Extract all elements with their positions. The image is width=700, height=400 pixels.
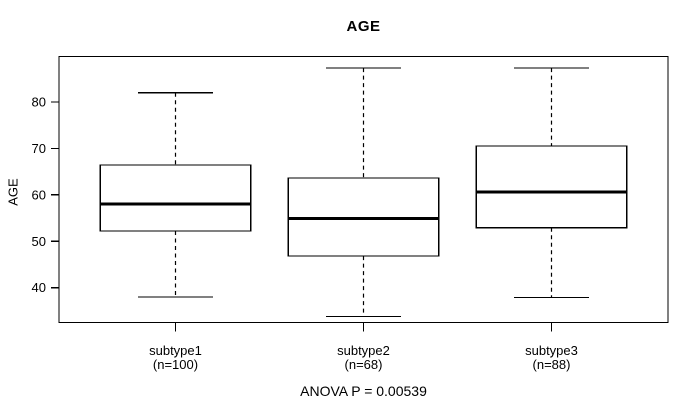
category-sample-size-label: (n=68) <box>345 357 383 372</box>
boxplot-box <box>475 145 628 229</box>
category-label: subtype1 <box>149 343 202 358</box>
boxplot-box <box>99 164 252 232</box>
category-label: subtype3 <box>525 343 578 358</box>
y-axis-tick-label: 70 <box>32 141 46 156</box>
y-axis-tick-label: 50 <box>32 234 46 249</box>
anova-note: ANOVA P = 0.00539 <box>300 383 427 399</box>
y-axis-tick-label: 80 <box>32 94 46 109</box>
category-sample-size-label: (n=88) <box>533 357 571 372</box>
category-sample-size-label: (n=100) <box>153 357 198 372</box>
chart-title: AGE <box>346 18 381 35</box>
y-axis-tick-label: 60 <box>32 187 46 202</box>
category-label: subtype2 <box>337 343 390 358</box>
y-axis-tick-label: 40 <box>32 280 46 295</box>
